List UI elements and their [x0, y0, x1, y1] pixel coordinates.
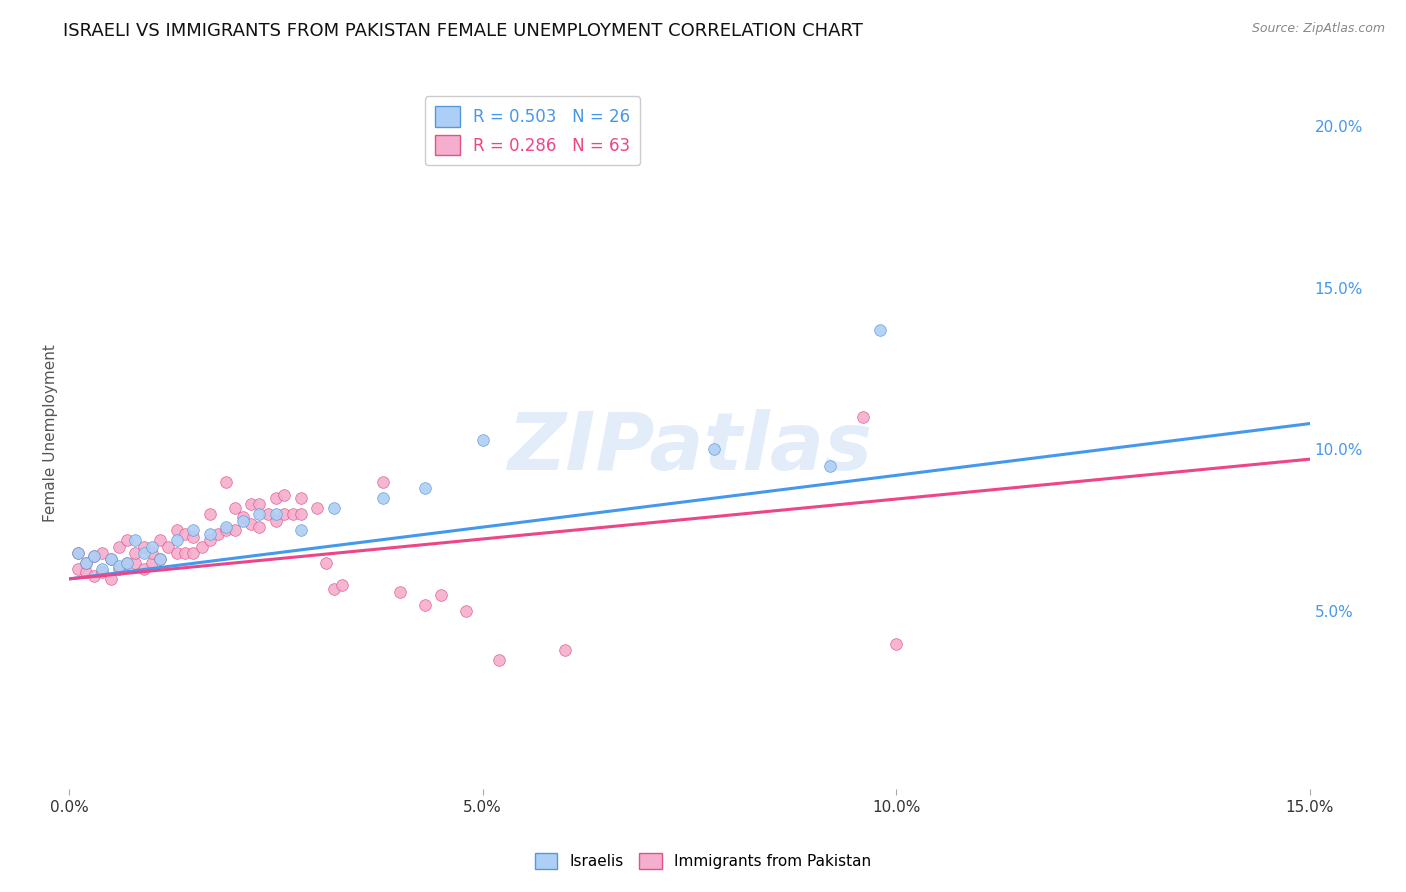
Point [141, 540, 163, 554]
Point [249, 520, 271, 534]
Point [249, 507, 271, 521]
Point [132, 546, 155, 560]
Point [132, 540, 155, 554]
Point [852, 410, 875, 425]
Point [290, 507, 312, 521]
Point [181, 546, 204, 560]
Point [149, 552, 172, 566]
Point [108, 558, 131, 573]
Point [232, 510, 254, 524]
Point [190, 540, 212, 554]
Point [115, 533, 138, 547]
Point [181, 524, 204, 538]
Point [249, 498, 271, 512]
Point [132, 562, 155, 576]
Point [100, 572, 122, 586]
Point [215, 520, 238, 534]
Point [488, 653, 510, 667]
Point [273, 507, 295, 521]
Point [91, 546, 114, 560]
Point [75, 566, 97, 580]
Point [115, 556, 138, 570]
Point [240, 516, 263, 531]
Point [124, 546, 146, 560]
Point [174, 526, 197, 541]
Point [224, 524, 246, 538]
Point [232, 514, 254, 528]
Point [290, 524, 312, 538]
Point [66, 562, 89, 576]
Point [373, 475, 395, 489]
Point [100, 552, 122, 566]
Point [389, 584, 412, 599]
Point [884, 636, 907, 650]
Point [307, 500, 329, 515]
Point [75, 556, 97, 570]
Point [273, 488, 295, 502]
Point [373, 491, 395, 505]
Point [83, 549, 105, 564]
Point [83, 549, 105, 564]
Point [157, 540, 180, 554]
Point [703, 442, 725, 457]
Point [264, 514, 287, 528]
Point [75, 556, 97, 570]
Point [124, 556, 146, 570]
Text: Source: ZipAtlas.com: Source: ZipAtlas.com [1251, 22, 1385, 36]
Point [108, 540, 131, 554]
Point [91, 566, 114, 580]
Point [471, 433, 494, 447]
Point [66, 546, 89, 560]
Point [818, 458, 841, 473]
Point [198, 533, 221, 547]
Point [166, 524, 188, 538]
Point [554, 643, 576, 657]
Point [330, 578, 353, 592]
Point [149, 552, 172, 566]
Point [322, 500, 344, 515]
Point [141, 546, 163, 560]
Point [149, 533, 172, 547]
Text: ISRAELI VS IMMIGRANTS FROM PAKISTAN FEMALE UNEMPLOYMENT CORRELATION CHART: ISRAELI VS IMMIGRANTS FROM PAKISTAN FEMA… [63, 22, 863, 40]
Point [108, 562, 131, 576]
Y-axis label: Female Unemployment: Female Unemployment [44, 344, 58, 522]
Point [115, 556, 138, 570]
Point [198, 526, 221, 541]
Legend: R = 0.503   N = 26, R = 0.286   N = 63: R = 0.503 N = 26, R = 0.286 N = 63 [425, 96, 640, 165]
Point [869, 323, 891, 337]
Point [198, 507, 221, 521]
Point [215, 524, 238, 538]
Point [83, 568, 105, 582]
Point [174, 546, 197, 560]
Point [456, 604, 478, 618]
Point [281, 507, 304, 521]
Point [91, 562, 114, 576]
Point [264, 491, 287, 505]
Text: ZIPatlas: ZIPatlas [508, 409, 872, 486]
Point [290, 491, 312, 505]
Point [66, 546, 89, 560]
Point [315, 556, 337, 570]
Point [224, 500, 246, 515]
Point [166, 546, 188, 560]
Point [166, 533, 188, 547]
Point [100, 552, 122, 566]
Point [413, 481, 436, 495]
Point [124, 533, 146, 547]
Point [215, 475, 238, 489]
Point [430, 588, 453, 602]
Point [207, 526, 229, 541]
Point [256, 507, 278, 521]
Point [322, 582, 344, 596]
Point [413, 598, 436, 612]
Legend: Israelis, Immigrants from Pakistan: Israelis, Immigrants from Pakistan [529, 847, 877, 875]
Point [264, 507, 287, 521]
Point [240, 498, 263, 512]
Point [181, 530, 204, 544]
Point [141, 556, 163, 570]
